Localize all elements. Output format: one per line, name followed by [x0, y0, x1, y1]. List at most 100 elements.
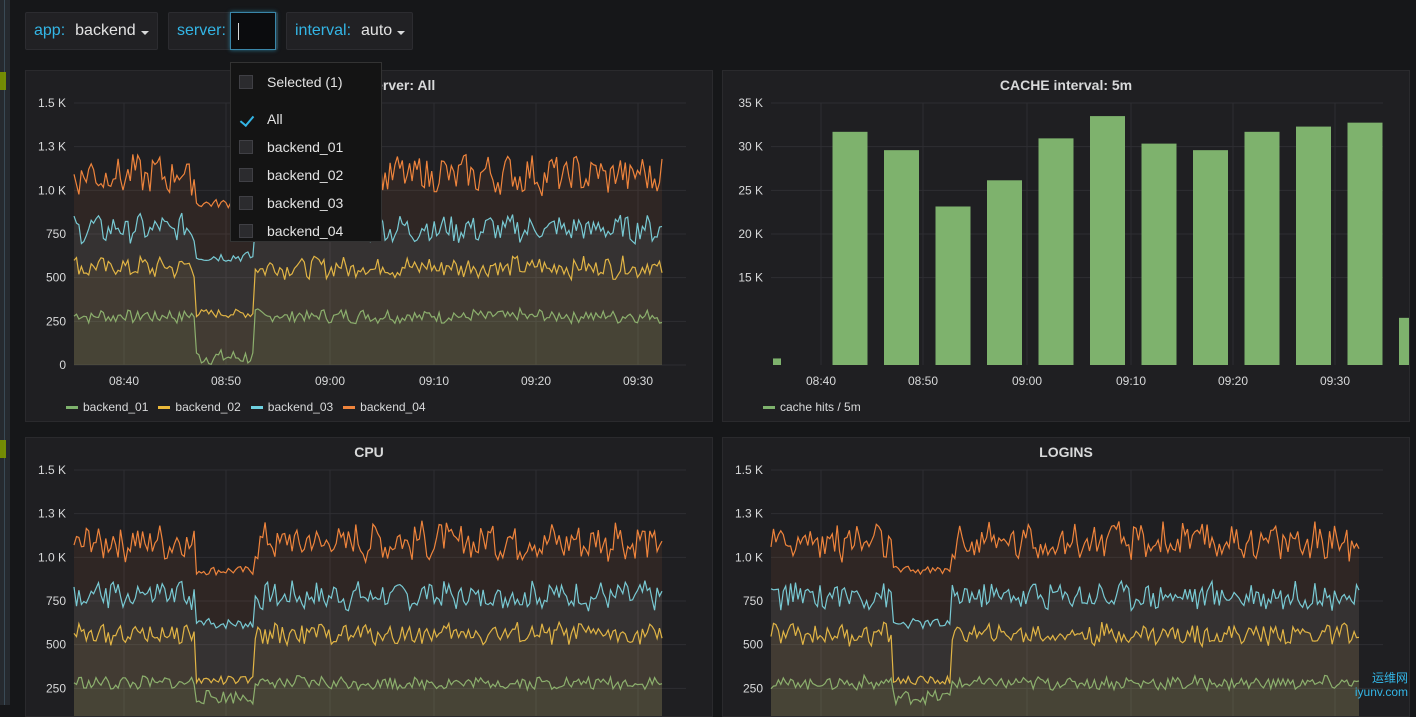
- variable-label: server:: [177, 22, 226, 39]
- series-line-backend_01[interactable]: [73, 306, 663, 366]
- dropdown-item-backend-04[interactable]: backend_04: [239, 220, 343, 242]
- legend-item[interactable]: backend_03: [250, 400, 333, 414]
- bar[interactable]: [884, 150, 919, 365]
- x-tick-label: 09:00: [1012, 374, 1042, 388]
- variable-server[interactable]: server:: [168, 12, 278, 50]
- dropdown-item-backend-02[interactable]: backend_02: [239, 164, 343, 186]
- x-tick-label: 09:30: [1320, 374, 1350, 388]
- dropdown-item-all[interactable]: All: [239, 108, 283, 130]
- y-tick-label: 0: [59, 358, 66, 372]
- series-line-backend_03[interactable]: [73, 580, 663, 630]
- text-cursor: [237, 23, 239, 40]
- checkbox[interactable]: [239, 196, 253, 210]
- series-line-backend_01[interactable]: [73, 674, 663, 706]
- x-tick-label: 09:00: [315, 374, 345, 388]
- bar[interactable]: [1141, 143, 1177, 365]
- legend-swatch: [343, 405, 356, 409]
- dropdown-item-backend-01[interactable]: backend_01: [239, 136, 343, 158]
- chart-svg: 1.5 K 1.3 K 1.0 K 750 500 250 0 08:40 08:50 09:00…: [38, 96, 686, 388]
- panel-title[interactable]: LOGINS: [1039, 444, 1093, 460]
- chart-svg: 1.5 K 1.3 K 1.0 K 750 500 250: [735, 463, 1383, 716]
- legend: cache hits / 5m: [763, 400, 861, 414]
- chart-svg: 35 K 30 K 25 K 20 K 15 K 08:40 08:50 09:00 09:10…: [738, 96, 1410, 388]
- legend-swatch: [250, 405, 263, 409]
- legend-item[interactable]: backend_04: [343, 400, 426, 414]
- bar[interactable]: [773, 358, 781, 365]
- legend-label: cache hits / 5m: [780, 400, 861, 414]
- dropdown-item-label: All: [267, 111, 283, 127]
- x-tick-label: 09:10: [1116, 374, 1146, 388]
- x-tick-label: 09:20: [1218, 374, 1248, 388]
- bar[interactable]: [1347, 122, 1383, 366]
- bar[interactable]: [1090, 116, 1125, 365]
- bar[interactable]: [1193, 150, 1228, 365]
- legend-item[interactable]: backend_02: [158, 400, 241, 414]
- y-tick-label: 500: [46, 638, 66, 652]
- y-tick-label: 1.5 K: [38, 96, 66, 110]
- row-collapse-handle[interactable]: [0, 72, 6, 90]
- bar[interactable]: [1399, 317, 1410, 365]
- variable-interval[interactable]: interval: auto: [286, 12, 413, 50]
- y-tick-label: 15 K: [738, 271, 763, 285]
- series-line-backend_04[interactable]: [73, 520, 663, 577]
- y-tick-label: 750: [46, 594, 66, 608]
- variable-label: interval:: [295, 22, 352, 39]
- y-tick-label: 1.3 K: [735, 507, 763, 521]
- watermark-en: iyunv.com: [1354, 685, 1408, 699]
- variable-label: app:: [34, 22, 66, 39]
- series-area-backend_04: [74, 520, 662, 716]
- bar[interactable]: [1038, 138, 1074, 365]
- checkbox[interactable]: [239, 75, 253, 89]
- bar[interactable]: [987, 180, 1022, 365]
- series-area-backend_03: [771, 581, 1359, 716]
- bar[interactable]: [1244, 131, 1280, 365]
- y-tick-label: 1.0 K: [38, 550, 66, 564]
- x-tick-label: 08:50: [211, 374, 241, 388]
- chart-svg: 1.5 K 1.3 K 1.0 K 750 500 250: [38, 463, 686, 716]
- series-line-backend_02[interactable]: [73, 254, 663, 319]
- watermark-logo: 运维网 iyunv.com: [1355, 671, 1408, 699]
- caret-down-icon[interactable]: [140, 30, 149, 35]
- row-collapse-handle[interactable]: [0, 440, 6, 458]
- bar[interactable]: [832, 131, 868, 365]
- checkbox[interactable]: [239, 140, 253, 154]
- legend-item[interactable]: backend_01: [66, 400, 148, 414]
- panel-title[interactable]: CACHE interval: 5m: [999, 77, 1133, 93]
- legend: backend_01 backend_02 backend_03 backend…: [66, 400, 426, 414]
- y-tick-label: 1.5 K: [735, 463, 763, 477]
- checkmark-icon[interactable]: [239, 112, 253, 126]
- y-tick-label: 250: [46, 314, 66, 328]
- series-area-backend_02: [771, 622, 1359, 716]
- series-line-backend_02[interactable]: [770, 621, 1360, 686]
- series-line-backend_02[interactable]: [73, 620, 663, 686]
- dropdown-item-label: Selected (1): [267, 74, 343, 90]
- dropdown-item-backend-03[interactable]: backend_03: [239, 192, 343, 214]
- series-line-backend_01[interactable]: [770, 673, 1360, 707]
- y-tick-label: 20 K: [738, 227, 763, 241]
- variable-value[interactable]: auto: [361, 22, 393, 39]
- variable-value[interactable]: backend: [75, 22, 136, 39]
- dropdown-item-label: backend_01: [267, 139, 344, 155]
- y-tick-label: 1.0 K: [38, 183, 66, 197]
- variable-app[interactable]: app: backend: [25, 12, 158, 50]
- legend-item[interactable]: cache hits / 5m: [763, 400, 861, 414]
- caret-down-icon[interactable]: [397, 30, 406, 35]
- bar[interactable]: [935, 206, 971, 365]
- bar[interactable]: [1296, 126, 1331, 365]
- server-search-input[interactable]: [229, 12, 276, 50]
- dropdown-item-label: backend_04: [267, 223, 344, 239]
- x-tick-label: 08:40: [109, 374, 139, 388]
- panel-title[interactable]: CPU: [354, 444, 384, 460]
- series-line-backend_03[interactable]: [770, 579, 1360, 630]
- checkbox[interactable]: [239, 168, 253, 182]
- dropdown-item-selected-count[interactable]: Selected (1): [239, 71, 342, 93]
- legend-swatch: [66, 405, 78, 409]
- y-tick-label: 1.0 K: [735, 550, 763, 564]
- series-line-backend_04[interactable]: [770, 521, 1360, 576]
- checkbox[interactable]: [239, 224, 253, 238]
- x-tick-label: 08:50: [908, 374, 938, 388]
- y-tick-label: 1.5 K: [38, 463, 66, 477]
- y-tick-label: 750: [46, 227, 66, 241]
- series-area-backend_02: [74, 622, 662, 716]
- y-tick-label: 1.3 K: [38, 507, 66, 521]
